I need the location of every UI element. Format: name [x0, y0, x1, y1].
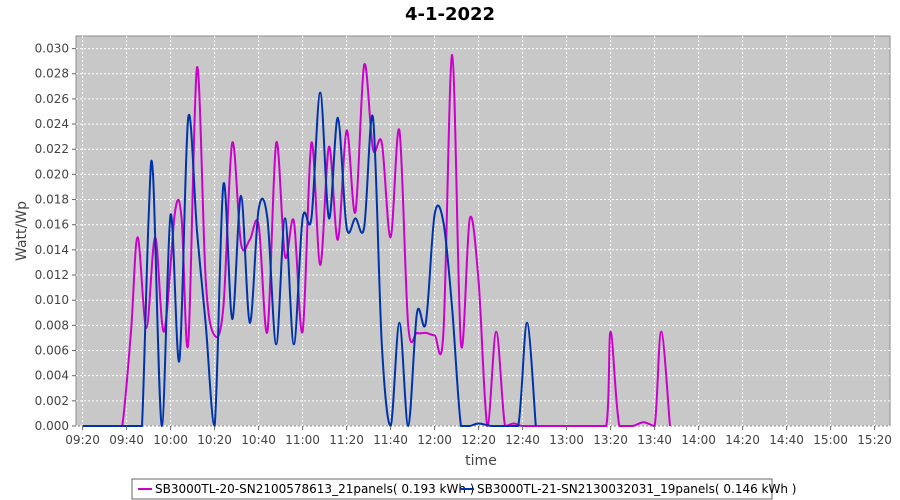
x-tick-label: 11:40 [373, 433, 408, 447]
legend: SB3000TL-20-SN2100578613_21panels( 0.193… [131, 478, 796, 500]
x-tick-label: 12:00 [417, 433, 452, 447]
y-axis-label: Watt/Wp [14, 201, 30, 261]
y-tick-label: 0.030 [35, 42, 69, 56]
legend-label-2: SB3000TL-21-SN2130032031_19panels( 0.146… [477, 482, 796, 496]
grid [76, 36, 890, 427]
y-tick-label: 0.014 [35, 243, 69, 257]
legend-label-1: SB3000TL-20-SN2100578613_21panels( 0.193… [155, 482, 474, 496]
x-tick-label: 11:00 [285, 433, 320, 447]
legend-box [131, 478, 773, 500]
y-tick-label: 0.022 [35, 142, 69, 156]
x-tick-label: 13:20 [593, 433, 628, 447]
y-tick-label: 0.020 [35, 167, 69, 181]
x-tick-label: 14:20 [725, 433, 760, 447]
x-tick-label: 15:00 [813, 433, 848, 447]
x-tick-label: 10:20 [197, 433, 232, 447]
y-tick-label: 0.002 [35, 394, 69, 408]
x-tick-label: 12:20 [461, 433, 496, 447]
y-tick-label: 0.008 [35, 318, 69, 332]
x-tick-label: 15:20 [857, 433, 892, 447]
x-tick-label: 12:40 [505, 433, 540, 447]
y-tick-label: 0.006 [35, 344, 69, 358]
x-axis: 09:20 09:40 10:00 10:20 10:40 11:00 11:20 11:40… [65, 426, 892, 447]
x-tick-label: 14:40 [769, 433, 804, 447]
x-tick-label: 10:00 [153, 433, 188, 447]
y-axis: 0.000 0.002 0.004 0.006 0.008 0.010 0.012 0.014… [35, 42, 76, 433]
y-tick-label: 0.028 [35, 67, 69, 81]
y-tick-label: 0.000 [35, 419, 69, 433]
y-tick-label: 0.026 [35, 92, 69, 106]
x-tick-label: 09:20 [65, 433, 100, 447]
x-tick-label: 09:40 [109, 433, 144, 447]
y-tick-label: 0.004 [35, 369, 69, 383]
y-tick-label: 0.018 [35, 193, 69, 207]
x-tick-label: 11:20 [329, 433, 364, 447]
y-tick-label: 0.016 [35, 218, 69, 232]
x-tick-label: 10:40 [241, 433, 276, 447]
chart-title: 4-1-2022 [405, 4, 495, 25]
x-tick-label: 14:00 [681, 433, 716, 447]
series-line-1 [82, 53, 671, 427]
y-tick-label: 0.010 [35, 293, 69, 307]
series-layer [82, 53, 671, 427]
x-tick-label: 13:00 [549, 433, 584, 447]
x-tick-label: 13:40 [637, 433, 672, 447]
series-line-2 [82, 91, 537, 427]
y-tick-label: 0.024 [35, 117, 69, 131]
x-axis-label: time [465, 453, 497, 469]
y-tick-label: 0.012 [35, 268, 69, 282]
